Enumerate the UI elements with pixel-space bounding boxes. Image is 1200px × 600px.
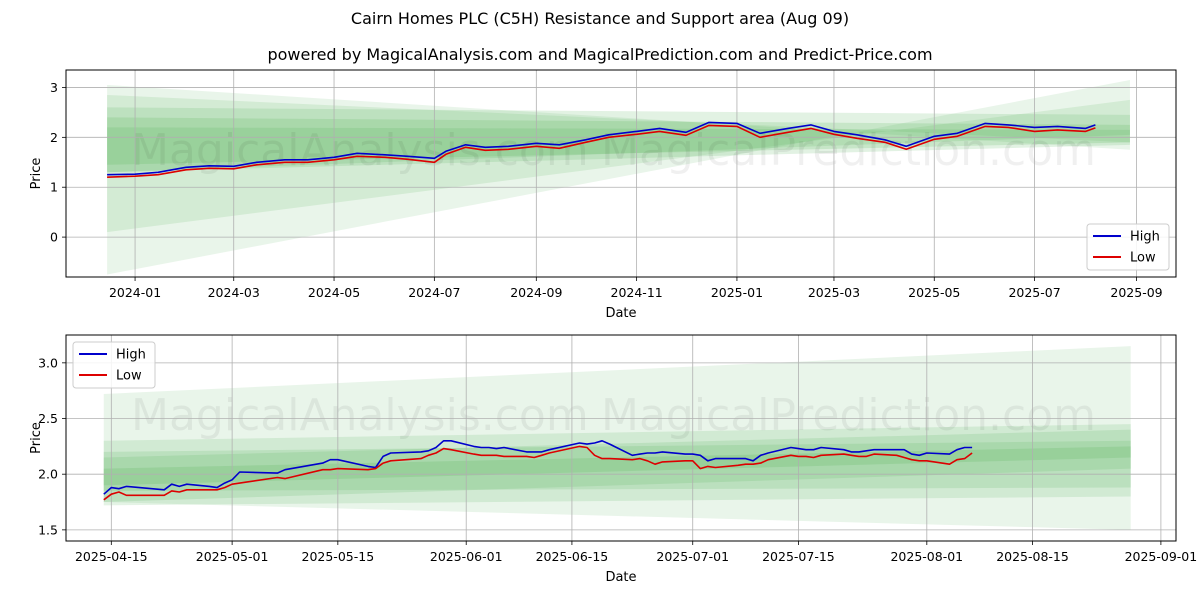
plot-frame bbox=[65, 334, 1177, 542]
x-tick-label: 2025-07 bbox=[1008, 285, 1060, 300]
x-tick-label: 2024-03 bbox=[208, 285, 260, 300]
support-resistance-band bbox=[107, 94, 1130, 233]
support-resistance-band bbox=[103, 424, 1131, 506]
watermark-text: MagicalPrediction.com bbox=[601, 125, 1096, 176]
series-line-high bbox=[107, 121, 1096, 176]
y-tick-label: 0 bbox=[50, 230, 58, 245]
watermark-text: MagicalAnalysis.com bbox=[131, 390, 589, 441]
legend: High Low bbox=[1086, 223, 1170, 271]
y-tick-label: 2.0 bbox=[38, 467, 58, 482]
x-tick-label: 2025-08-15 bbox=[996, 549, 1069, 564]
support-resistance-band bbox=[103, 446, 1131, 486]
x-axis-label: Date bbox=[605, 306, 636, 321]
legend-label-high: High bbox=[1130, 230, 1160, 245]
x-tick-label: 2024-11 bbox=[611, 285, 663, 300]
support-resistance-band bbox=[103, 346, 1131, 530]
x-tick-label: 2025-04-15 bbox=[75, 549, 148, 564]
x-tick-label: 2025-03 bbox=[808, 285, 860, 300]
x-tick-label: 2024-05 bbox=[308, 285, 360, 300]
chart-subtitle: powered by MagicalAnalysis.com and Magic… bbox=[267, 45, 933, 64]
legend-label-low: Low bbox=[116, 369, 142, 384]
watermark-text: MagicalPrediction.com bbox=[601, 390, 1096, 441]
watermark-text: MagicalAnalysis.com bbox=[131, 125, 589, 176]
x-tick-label: 2025-06-15 bbox=[536, 549, 609, 564]
bottom-chart-panel: MagicalAnalysis.com MagicalPrediction.com… bbox=[29, 334, 1198, 585]
legend-label-low: Low bbox=[1130, 251, 1156, 266]
x-tick-label: 2025-05 bbox=[908, 285, 960, 300]
x-tick-label: 2025-06-01 bbox=[430, 549, 503, 564]
series-line-low bbox=[107, 124, 1096, 178]
x-tick-label: 2024-07 bbox=[408, 285, 460, 300]
x-tick-label: 2024-09 bbox=[510, 285, 562, 300]
x-tick-label: 2025-07-15 bbox=[762, 549, 835, 564]
x-tick-label: 2025-01 bbox=[711, 285, 763, 300]
chart-title: Cairn Homes PLC (C5H) Resistance and Sup… bbox=[350, 9, 850, 28]
support-resistance-band bbox=[107, 79, 1130, 275]
y-tick-label: 1.5 bbox=[38, 522, 58, 537]
x-tick-label: 2025-05-15 bbox=[302, 549, 375, 564]
x-tick-label: 2025-09 bbox=[1110, 285, 1162, 300]
series-line-high bbox=[103, 439, 973, 495]
y-tick-label: 3.0 bbox=[38, 355, 58, 370]
y-tick-label: 3 bbox=[50, 80, 58, 95]
plot-frame bbox=[65, 69, 1177, 278]
x-tick-label: 2024-01 bbox=[109, 285, 161, 300]
support-resistance-band bbox=[103, 440, 1131, 503]
x-tick-label: 2025-07-01 bbox=[656, 549, 729, 564]
legend-label-high: High bbox=[116, 348, 146, 363]
support-resistance-band bbox=[103, 429, 1131, 491]
x-tick-label: 2025-05-01 bbox=[196, 549, 269, 564]
y-tick-label: 2.5 bbox=[38, 411, 58, 426]
x-tick-label: 2025-08-01 bbox=[890, 549, 963, 564]
x-axis-label: Date bbox=[605, 570, 636, 585]
y-axis-label: Price bbox=[29, 158, 44, 190]
series-line-low bbox=[103, 445, 973, 501]
y-axis-label: Price bbox=[29, 422, 44, 454]
x-tick-label: 2025-09-01 bbox=[1125, 549, 1198, 564]
y-tick-label: 2 bbox=[50, 130, 58, 145]
top-chart-panel: MagicalAnalysis.com MagicalPrediction.com… bbox=[29, 69, 1177, 321]
y-tick-label: 1 bbox=[50, 180, 58, 195]
legend: High Low bbox=[72, 341, 156, 389]
